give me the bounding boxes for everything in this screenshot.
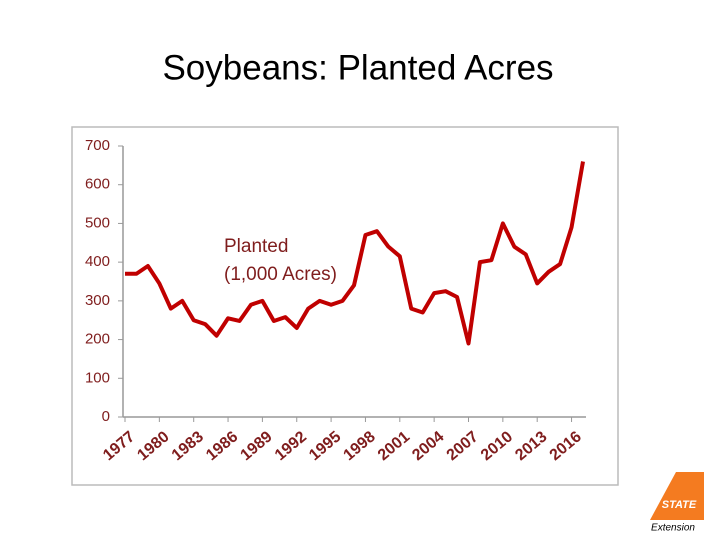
x-tick-label: 1986 bbox=[203, 428, 241, 464]
x-tick-label: 2001 bbox=[375, 428, 413, 464]
logo-shape bbox=[650, 472, 704, 520]
x-tick-label: 2010 bbox=[478, 428, 516, 464]
x-tick-label: 1980 bbox=[134, 428, 172, 464]
x-tick-label: 1983 bbox=[169, 428, 207, 464]
y-tick-label: 200 bbox=[85, 331, 110, 348]
chart-frame bbox=[71, 126, 619, 486]
x-tick-label: 1998 bbox=[341, 428, 379, 464]
data-line bbox=[125, 161, 585, 346]
x-tick-label: 2004 bbox=[409, 428, 447, 464]
x-tick-label: 1989 bbox=[237, 428, 275, 464]
logo-text: Extension bbox=[651, 523, 695, 534]
x-tick-label: 1992 bbox=[272, 428, 310, 464]
x-tick-label: 1977 bbox=[100, 428, 138, 464]
y-tick-label: 0 bbox=[102, 408, 110, 425]
logo-text: STATE bbox=[662, 499, 697, 511]
x-tick-label: 1995 bbox=[306, 428, 344, 464]
x-tick-label: 2007 bbox=[444, 428, 482, 464]
annotation: (1,000 Acres) bbox=[224, 264, 337, 285]
annotation: Planted bbox=[224, 236, 288, 257]
y-tick-label: 600 bbox=[85, 176, 110, 193]
logo: STATE Extension bbox=[650, 472, 704, 534]
y-tick-label: 300 bbox=[85, 292, 110, 309]
y-tick-label: 500 bbox=[85, 214, 110, 231]
x-tick-label: 2016 bbox=[547, 428, 585, 464]
x-tick-label: 2013 bbox=[512, 428, 550, 464]
chart-title: Soybeans: Planted Acres bbox=[162, 48, 553, 87]
y-tick-label: 400 bbox=[85, 253, 110, 270]
y-tick-label: 100 bbox=[85, 369, 110, 386]
y-tick-label: 700 bbox=[85, 137, 110, 154]
